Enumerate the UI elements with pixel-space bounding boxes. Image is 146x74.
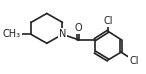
Text: O: O	[74, 23, 82, 33]
Text: Cl: Cl	[103, 16, 113, 26]
Text: CH₃: CH₃	[3, 29, 21, 39]
Text: N: N	[59, 29, 66, 39]
Text: Cl: Cl	[129, 56, 139, 66]
